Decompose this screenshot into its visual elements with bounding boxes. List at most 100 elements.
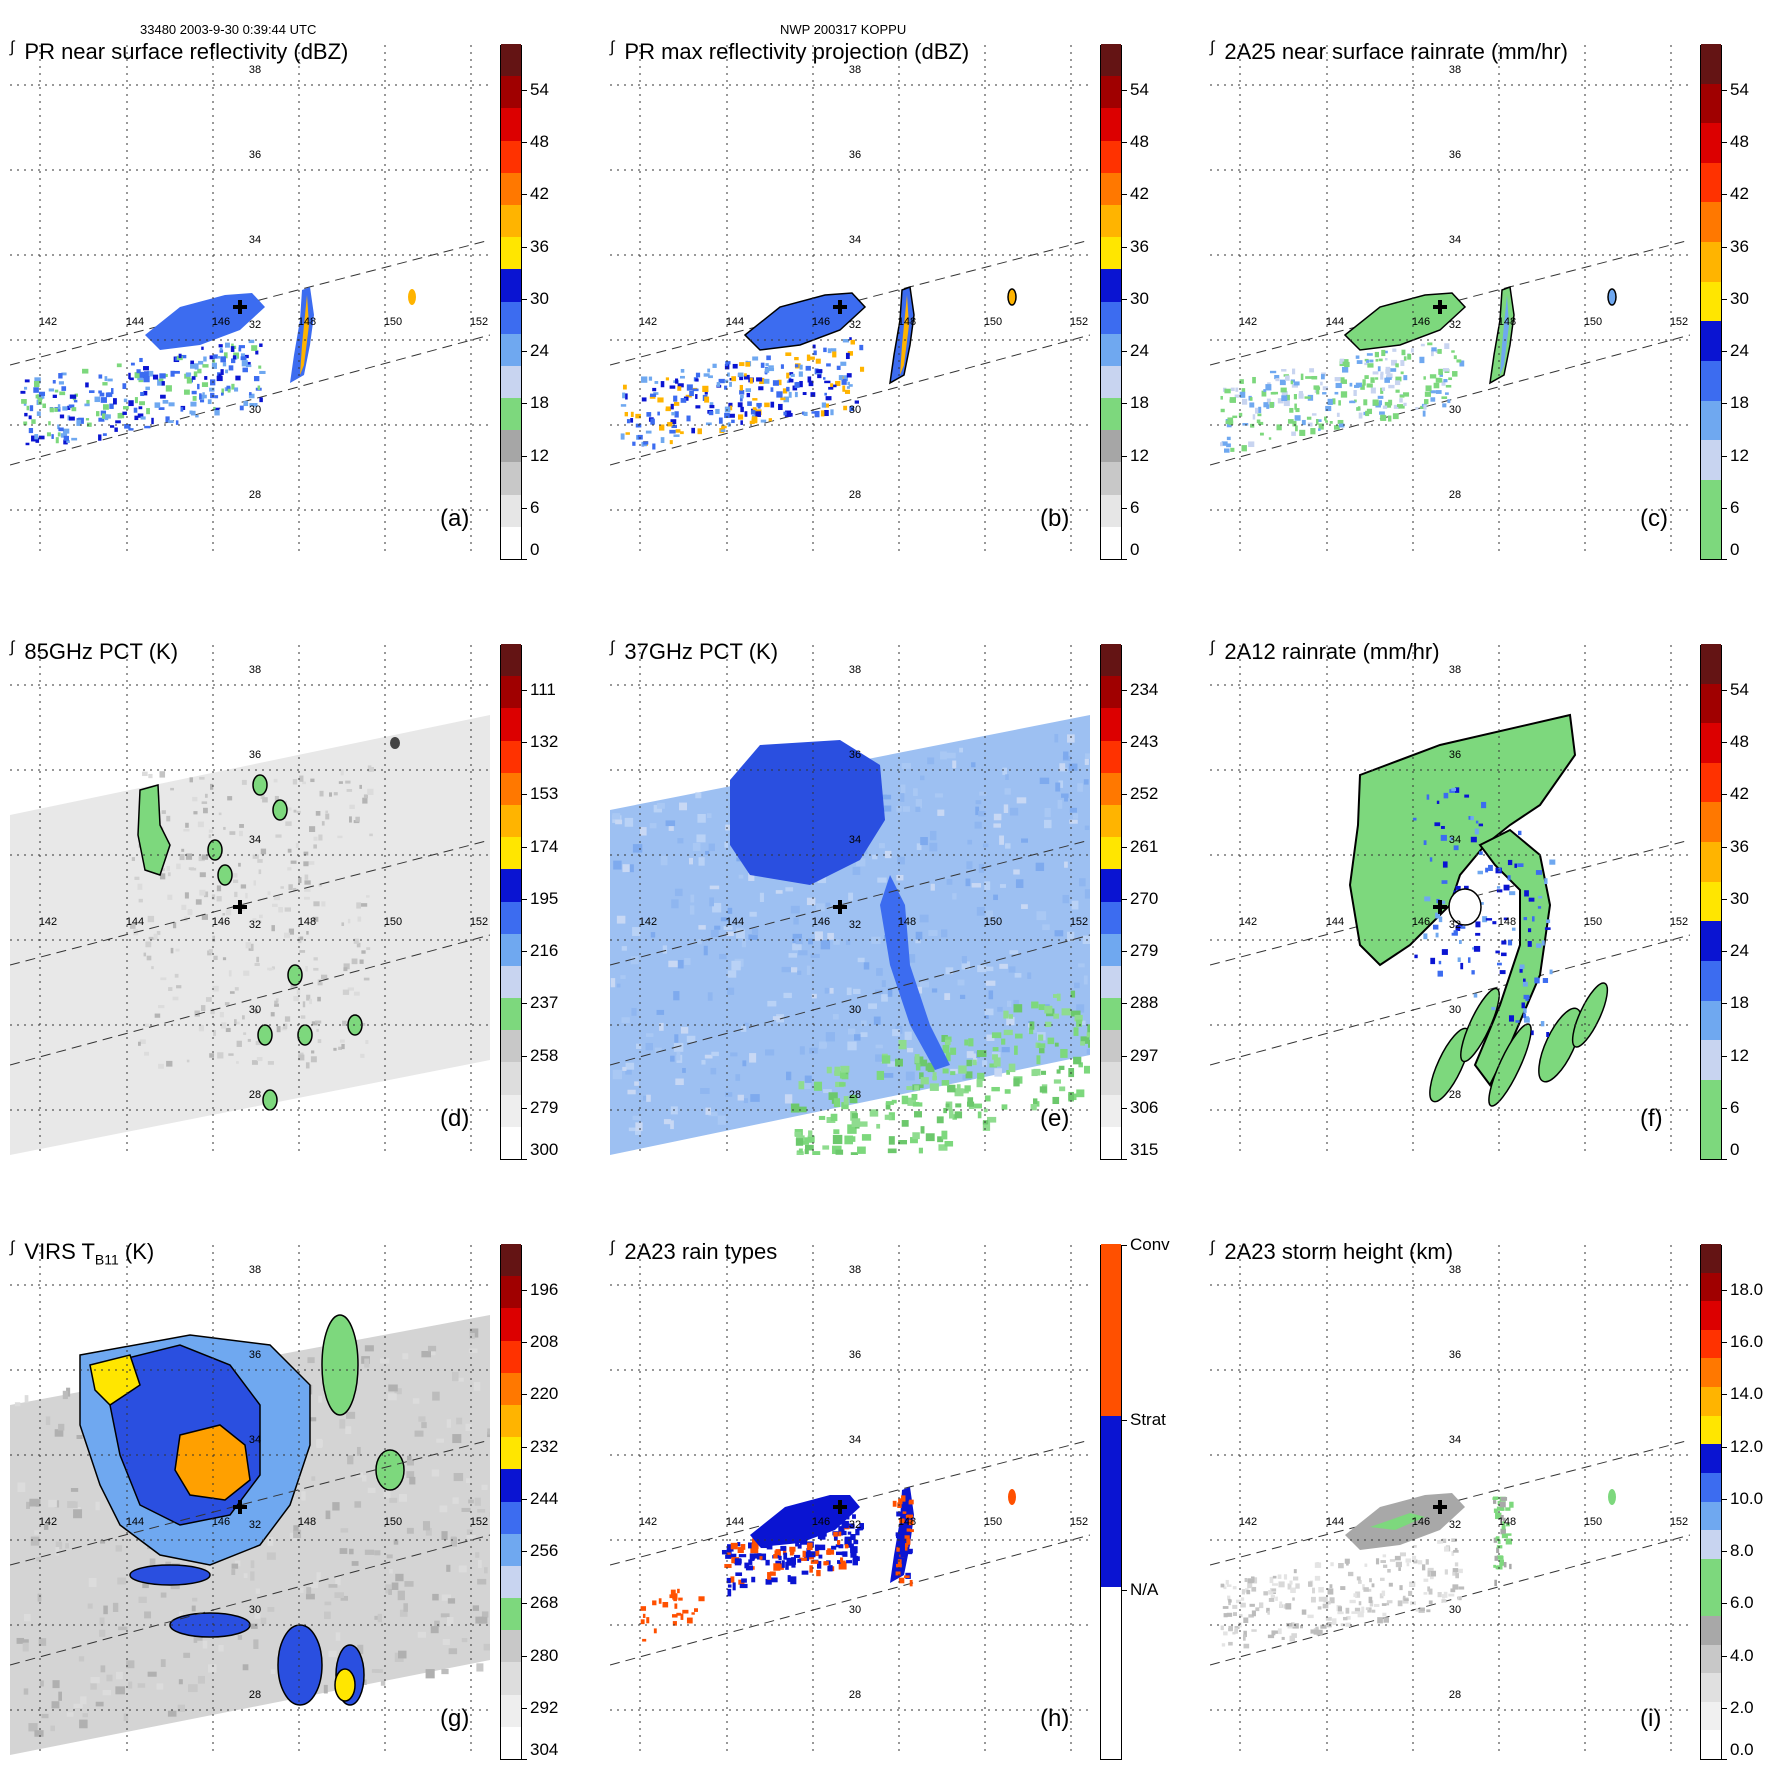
precip-pixel — [761, 363, 765, 368]
ir-pixel — [307, 1357, 314, 1363]
precip-pixel — [1291, 381, 1293, 385]
colorbar-tick — [1122, 1159, 1127, 1160]
precip-pixel — [59, 381, 64, 384]
brightness-pixel — [185, 892, 189, 898]
height-pixel — [1318, 1606, 1322, 1609]
rain-type-pixel — [735, 1558, 742, 1565]
panel-title-text: PR max reflectivity projection (dBZ) — [624, 39, 969, 64]
brightness-pixel — [611, 978, 615, 987]
brightness-pixel — [613, 1070, 622, 1079]
ir-pixel — [238, 1635, 242, 1640]
colorbar-tick-label: 243 — [1130, 732, 1158, 752]
heavy-rain-pixel — [1529, 898, 1535, 902]
brightness-pixel — [673, 991, 679, 1000]
ir-pixel — [58, 1424, 64, 1431]
brightness-pixel — [613, 861, 621, 870]
precip-pixel — [771, 402, 775, 408]
ir-pixel — [441, 1613, 450, 1617]
heavy-rain-pixel — [1512, 928, 1516, 931]
colorbar-tick — [1122, 1590, 1127, 1591]
brightness-pixel — [819, 1043, 827, 1048]
height-pixel — [1278, 1581, 1284, 1587]
brightness-pixel — [223, 827, 225, 830]
brightness-pixel — [333, 1048, 336, 1051]
heavy-rain-pixel — [1531, 1030, 1534, 1035]
precip-pixel — [1380, 415, 1386, 421]
brightness-pixel — [1005, 843, 1010, 848]
brightness-pixel — [304, 897, 310, 900]
precip-pixel — [1322, 392, 1326, 394]
precip-pixel — [740, 395, 744, 398]
brightness-pixel — [615, 820, 622, 825]
precip-pixel — [192, 391, 197, 394]
colorbar-segment — [501, 869, 521, 902]
colorbar-tick-label: 48 — [1730, 132, 1749, 152]
ir-pixel — [90, 1683, 97, 1690]
precip-pixel — [1220, 396, 1222, 400]
precip-pixel — [1255, 408, 1258, 414]
brightness-pixel — [243, 1032, 246, 1035]
colorbar-tick-label: 36 — [1130, 237, 1149, 257]
precip-pixel — [681, 398, 687, 403]
colorbar-segment — [501, 1094, 521, 1127]
ir-pixel — [126, 1660, 134, 1668]
precip-pixel — [1359, 413, 1363, 419]
heavy-rain-pixel — [1524, 995, 1530, 999]
precip-pixel — [1357, 360, 1363, 364]
height-pixel — [1222, 1643, 1225, 1646]
brightness-pixel — [166, 816, 170, 822]
brightness-pixel — [687, 1036, 696, 1042]
height-pixel — [1311, 1597, 1316, 1603]
precip-pixel — [26, 443, 30, 445]
convective-pixel — [659, 1598, 662, 1604]
precip-pixel — [1425, 392, 1431, 397]
precip-pixel — [136, 369, 140, 373]
convective-pixel — [677, 1589, 680, 1593]
colorbar-tick — [1122, 1245, 1127, 1246]
rain-type-pixel — [807, 1543, 813, 1551]
colorbar-segment — [1101, 333, 1121, 366]
precip-pixel — [231, 346, 235, 352]
warm-pixel — [916, 1064, 921, 1071]
height-pixel — [1226, 1580, 1229, 1585]
warm-pixel — [796, 1138, 803, 1146]
heavy-rain-pixel — [1436, 933, 1439, 938]
colorbar — [1100, 1245, 1122, 1760]
lat-label: 38 — [249, 664, 261, 676]
precip-pixel — [1443, 379, 1447, 382]
colorbar-segment — [1701, 1119, 1721, 1159]
brightness-pixel — [1085, 753, 1090, 758]
lon-label: 142 — [39, 916, 57, 928]
lat-label: 28 — [849, 1089, 861, 1101]
precip-pixel — [1328, 399, 1333, 405]
heavy-rain-pixel — [1523, 1008, 1526, 1013]
precip-pixel — [58, 427, 63, 431]
lon-label: 148 — [298, 916, 316, 928]
colorbar-tick — [1722, 1056, 1727, 1057]
warm-pixel — [877, 1071, 884, 1080]
ir-pixel — [40, 1680, 44, 1686]
ir-pixel — [469, 1348, 478, 1353]
cold-cell — [390, 737, 400, 749]
precip-pixel — [1252, 377, 1256, 383]
colorbar-tick-label: 252 — [1130, 784, 1158, 804]
brightness-pixel — [309, 999, 312, 1004]
precip-pixel — [1376, 359, 1379, 362]
brightness-pixel — [622, 864, 629, 872]
brightness-pixel — [303, 1001, 305, 1007]
brightness-pixel — [796, 938, 803, 944]
colorbar-tick — [522, 1447, 527, 1448]
colorbar-segment — [1701, 440, 1721, 480]
brightness-pixel — [278, 907, 283, 912]
ir-pixel — [389, 1498, 397, 1503]
brightness-pixel — [354, 939, 359, 944]
colorbar-segment — [1701, 162, 1721, 202]
precip-pixel — [670, 385, 676, 388]
warm-pixel — [862, 1134, 871, 1141]
scattering-cell — [288, 965, 302, 985]
brightness-pixel — [354, 992, 360, 996]
convective-pixel — [654, 1628, 657, 1633]
rain-region — [1345, 293, 1465, 350]
precip-pixel — [631, 412, 634, 417]
height-pixel — [1377, 1617, 1383, 1623]
